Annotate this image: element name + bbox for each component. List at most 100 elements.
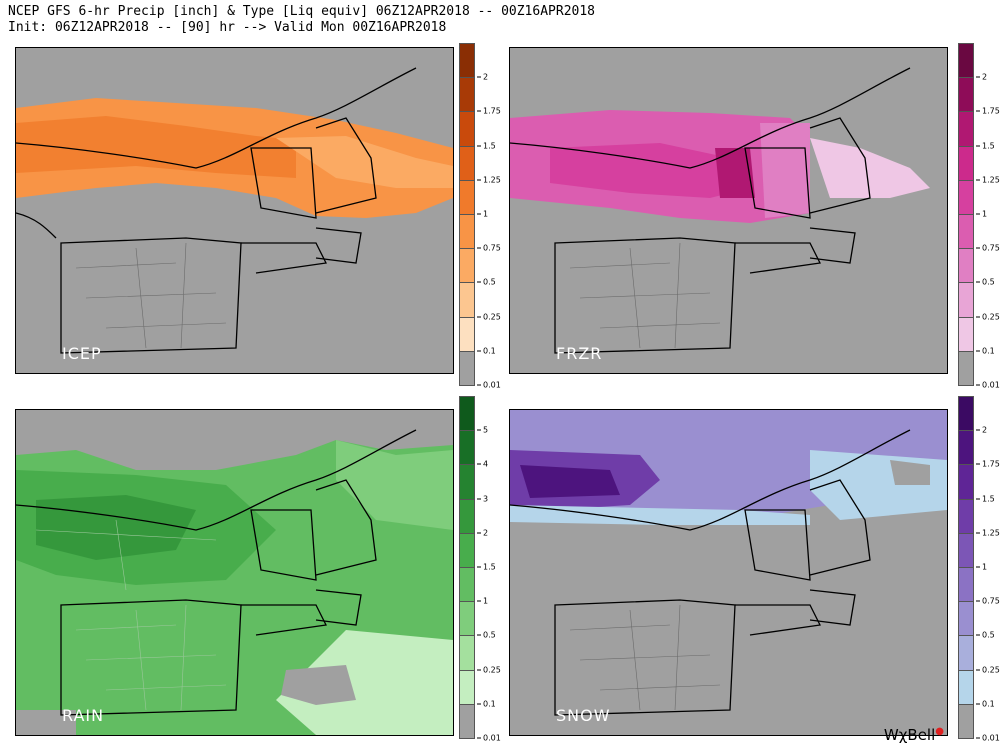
colorbar-swatch <box>459 145 475 181</box>
colorbar-swatch <box>958 635 974 671</box>
colorbar-tick-label: 1.5 <box>976 494 995 503</box>
rain-colorbar <box>459 396 477 739</box>
colorbar-tick-label: 0.1 <box>477 699 496 708</box>
colorbar-swatch <box>958 703 974 739</box>
colorbar-tick-label: 0.25 <box>477 665 501 674</box>
colorbar-swatch <box>459 703 475 739</box>
colorbar-swatch <box>958 316 974 352</box>
colorbar-tick-label: 1.5 <box>477 141 496 150</box>
colorbar-swatch <box>958 179 974 215</box>
colorbar-tick-label: 1.75 <box>976 460 1000 469</box>
colorbar-swatch <box>459 43 475 79</box>
colorbar-swatch <box>459 635 475 671</box>
chart-title: NCEP GFS 6-hr Precip [inch] & Type [Liq … <box>8 4 595 19</box>
colorbar-swatch <box>958 567 974 603</box>
colorbar-swatch <box>459 601 475 637</box>
colorbar-swatch <box>958 669 974 705</box>
colorbar-tick-label: 0.01 <box>976 381 1000 390</box>
colorbar-swatch <box>958 498 974 534</box>
colorbar-swatch <box>958 145 974 181</box>
colorbar-swatch <box>459 282 475 318</box>
colorbar-tick-label: 0.5 <box>477 631 496 640</box>
colorbar-swatch <box>459 350 475 386</box>
icep-map <box>16 67 453 354</box>
colorbar-swatch <box>459 316 475 352</box>
colorbar-swatch <box>958 248 974 284</box>
colorbar-tick-label: 4 <box>477 460 488 469</box>
colorbar-swatch <box>958 350 974 386</box>
colorbar-swatch <box>958 214 974 250</box>
colorbar-swatch <box>958 464 974 500</box>
frzr-colorbar <box>958 43 976 386</box>
rain-panel-label: RAIN <box>62 706 105 725</box>
colorbar-tick-label: 1.25 <box>477 175 501 184</box>
colorbar-tick-label: 0.25 <box>477 312 501 321</box>
rain-map <box>16 410 453 735</box>
colorbar-swatch <box>459 396 475 432</box>
colorbar-tick-label: 3 <box>477 494 488 503</box>
colorbar-tick-label: 2 <box>976 73 987 82</box>
colorbar-swatch <box>958 282 974 318</box>
colorbar-tick-label: 1 <box>477 597 488 606</box>
icep-map-panel: ICEP <box>15 47 454 374</box>
colorbar-tick-label: 0.75 <box>976 244 1000 253</box>
colorbar-swatch <box>459 669 475 705</box>
icep-colorbar <box>459 43 477 386</box>
colorbar-tick-label: 2 <box>976 426 987 435</box>
colorbar-swatch <box>459 567 475 603</box>
snow-colorbar <box>958 396 976 739</box>
colorbar-swatch <box>459 77 475 113</box>
colorbar-tick-label: 1.5 <box>976 141 995 150</box>
colorbar-tick-label: 0.1 <box>976 699 995 708</box>
colorbar-tick-label: 5 <box>477 426 488 435</box>
colorbar-tick-label: 0.1 <box>976 346 995 355</box>
icep-colorbar-ticks: 2 1.75 1.5 1.25 1 0.75 0.5 0.25 0.1 0.01 <box>477 43 507 390</box>
colorbar-tick-label: 1 <box>976 210 987 219</box>
frzr-panel-label: FRZR <box>556 344 603 363</box>
colorbar-swatch <box>958 396 974 432</box>
colorbar-tick-label: 0.75 <box>976 597 1000 606</box>
colorbar-tick-label: 0.25 <box>976 665 1000 674</box>
frzr-map-panel: FRZR <box>509 47 948 374</box>
colorbar-tick-label: 1 <box>477 210 488 219</box>
colorbar-swatch <box>459 214 475 250</box>
snow-map <box>510 410 947 716</box>
colorbar-tick-label: 0.1 <box>477 346 496 355</box>
colorbar-tick-label: 0.5 <box>477 278 496 287</box>
colorbar-tick-label: 2 <box>477 528 488 537</box>
colorbar-tick-label: 0.01 <box>477 734 501 743</box>
colorbar-tick-label: 1 <box>976 563 987 572</box>
colorbar-swatch <box>459 111 475 147</box>
colorbar-swatch <box>459 179 475 215</box>
rain-map-panel: RAIN <box>15 409 454 736</box>
colorbar-swatch <box>958 601 974 637</box>
colorbar-swatch <box>459 498 475 534</box>
rain-colorbar-ticks: 5 4 3 2 1.5 1 0.5 0.25 0.1 0.01 <box>477 396 507 743</box>
colorbar-swatch <box>958 111 974 147</box>
snow-map-panel: SNOW <box>509 409 948 736</box>
colorbar-tick-label: 2 <box>477 73 488 82</box>
colorbar-swatch <box>958 430 974 466</box>
colorbar-tick-label: 0.01 <box>477 381 501 390</box>
logo-dot: ● <box>935 726 944 737</box>
colorbar-tick-label: 1.25 <box>976 528 1000 537</box>
colorbar-swatch <box>958 43 974 79</box>
logo-text: WχBell <box>883 726 936 744</box>
colorbar-swatch <box>459 430 475 466</box>
colorbar-tick-label: 0.5 <box>976 631 995 640</box>
snow-panel-label: SNOW <box>556 706 611 725</box>
frzr-map <box>510 67 930 354</box>
colorbar-swatch <box>459 248 475 284</box>
colorbar-tick-label: 1.75 <box>976 107 1000 116</box>
wxbell-logo: WχBell● <box>884 726 944 744</box>
colorbar-swatch <box>958 532 974 568</box>
colorbar-swatch <box>459 532 475 568</box>
colorbar-tick-label: 0.5 <box>976 278 995 287</box>
colorbar-tick-label: 1.5 <box>477 563 496 572</box>
colorbar-tick-label: 1.25 <box>976 175 1000 184</box>
colorbar-swatch <box>958 77 974 113</box>
snow-colorbar-ticks: 2 1.75 1.5 1.25 1 0.75 0.5 0.25 0.1 0.01 <box>976 396 1000 743</box>
colorbar-tick-label: 0.25 <box>976 312 1000 321</box>
icep-panel-label: ICEP <box>62 344 102 363</box>
colorbar-tick-label: 0.75 <box>477 244 501 253</box>
